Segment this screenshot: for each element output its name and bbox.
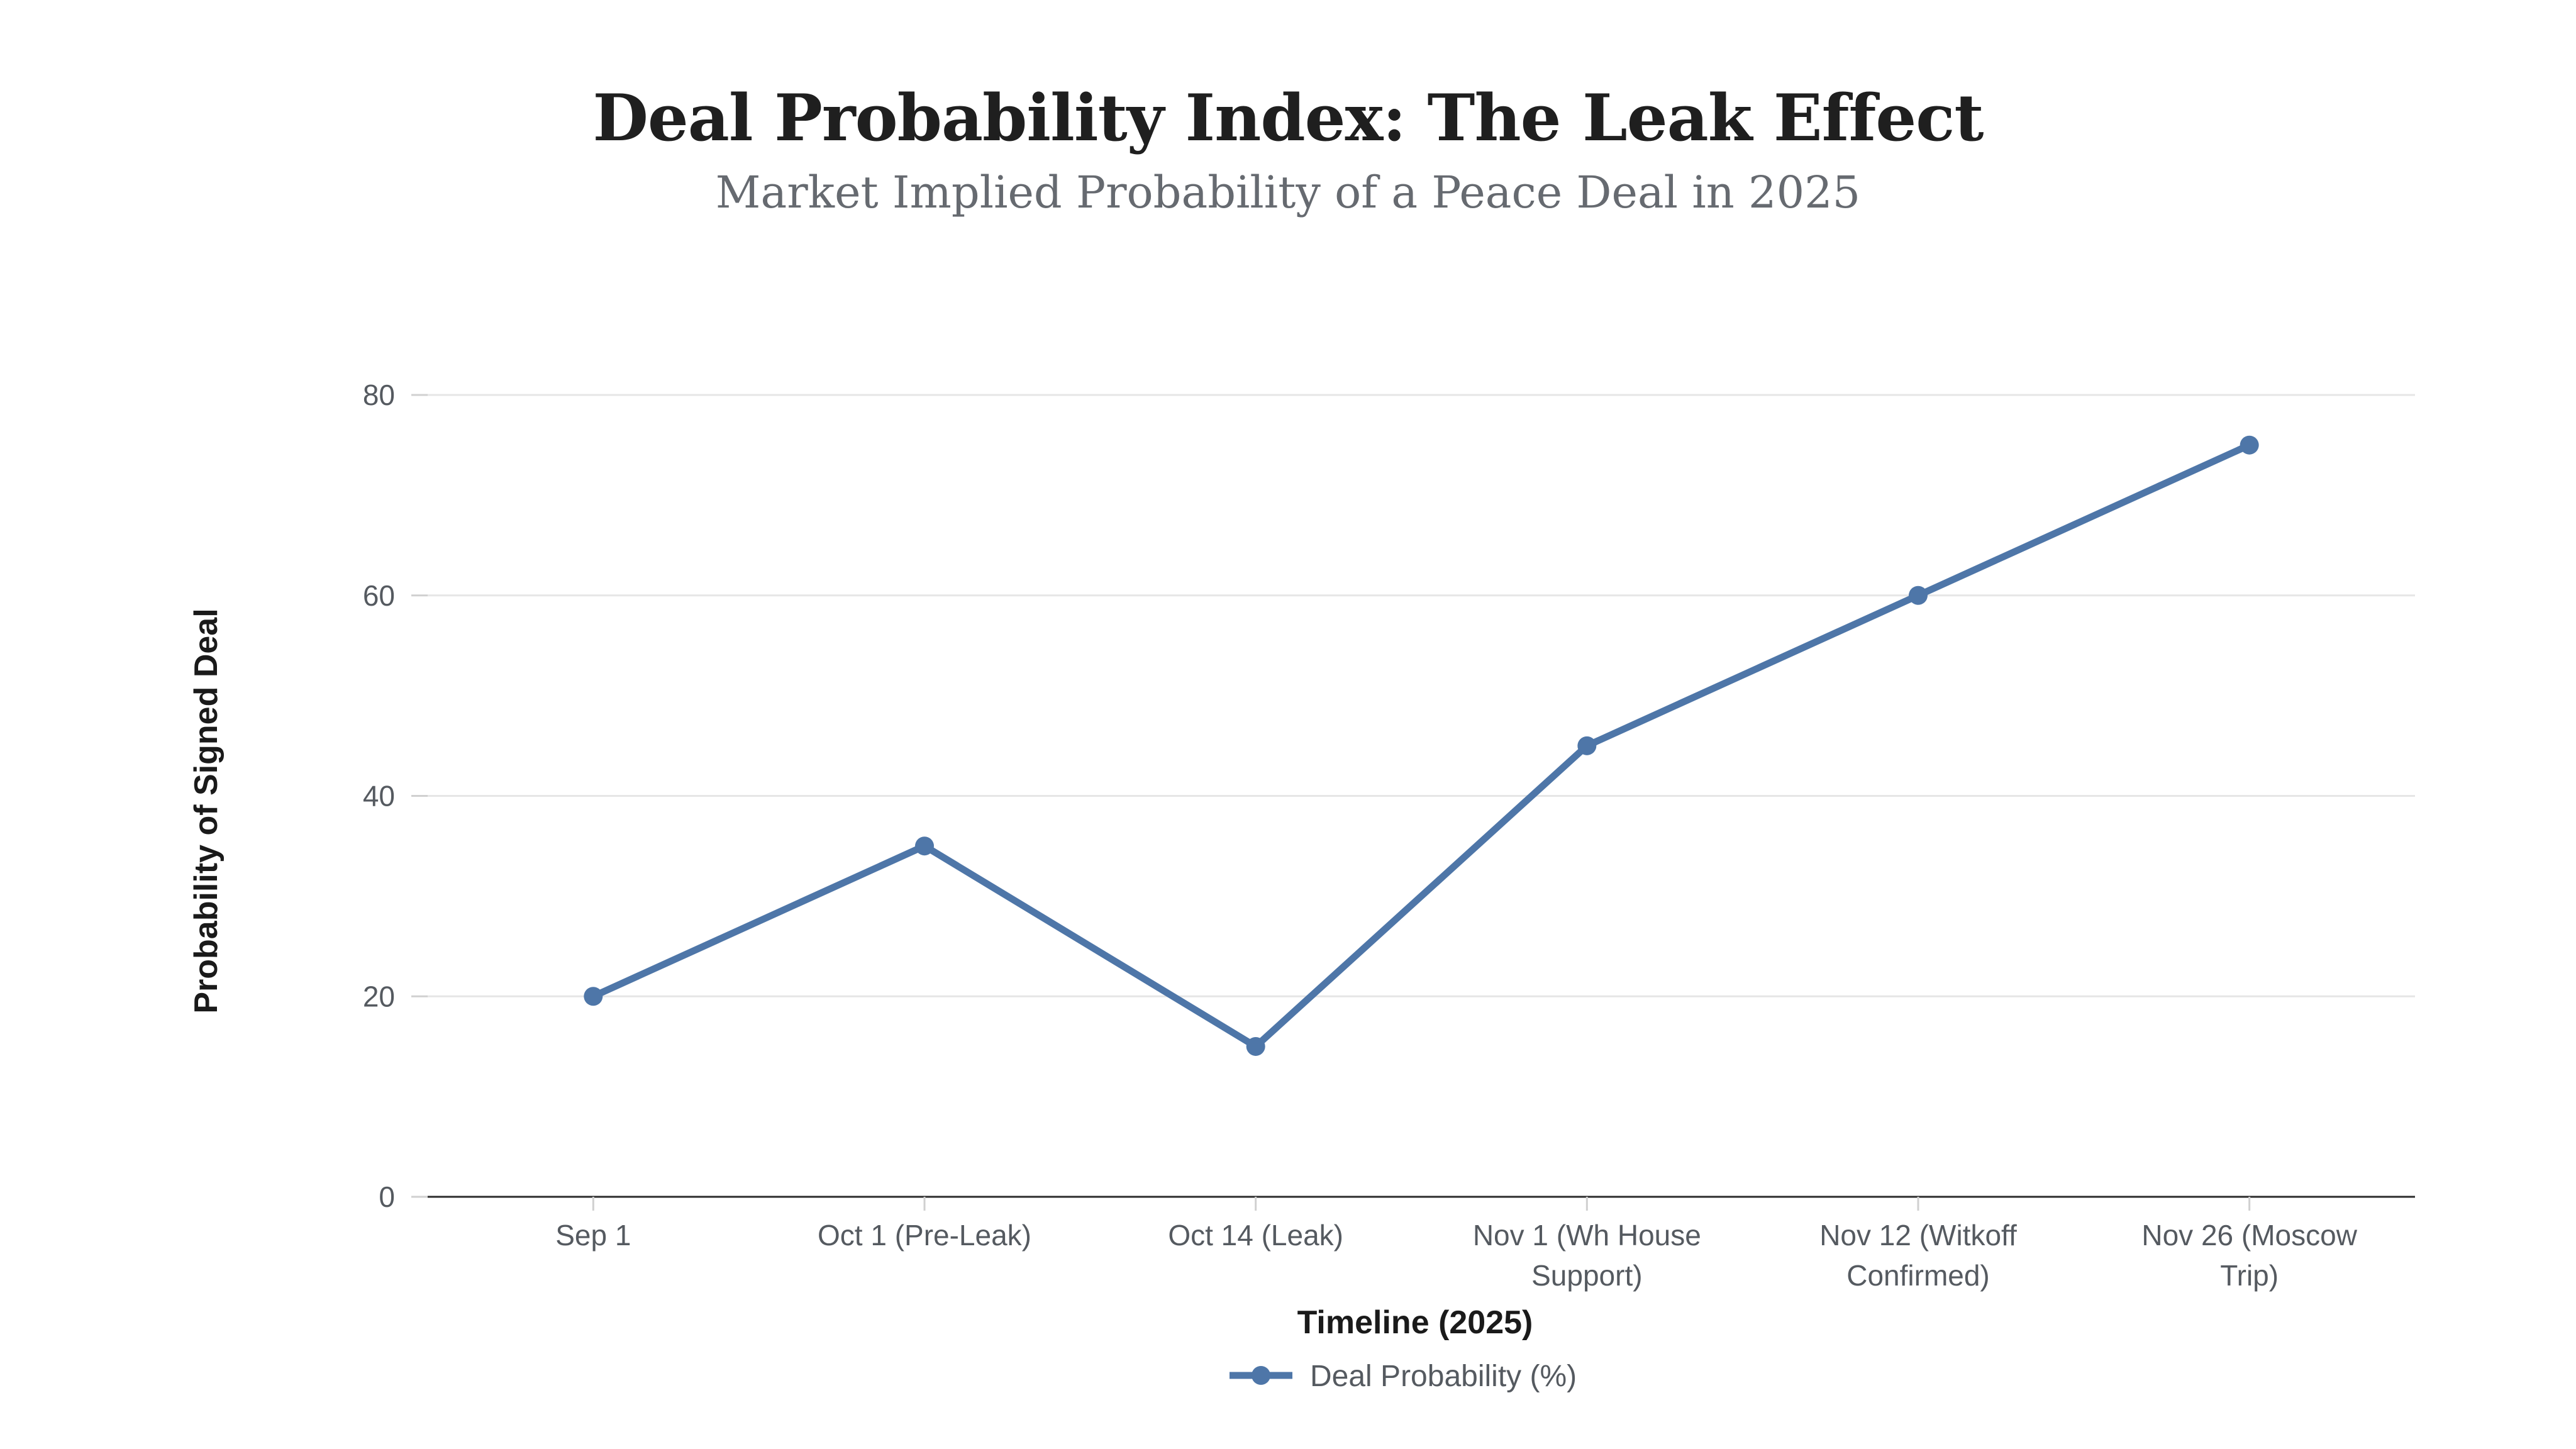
x-tick-label: Oct 14 (Leak) bbox=[1168, 1219, 1343, 1252]
chart-title: Deal Probability Index: The Leak Effect bbox=[592, 80, 1984, 156]
series-line bbox=[589, 441, 2253, 1050]
chart-subtitle: Market Implied Probability of a Peace De… bbox=[715, 167, 1861, 218]
x-tick-label: Nov 12 (Witkoff bbox=[1819, 1219, 2017, 1252]
y-tick-label: 20 bbox=[363, 980, 395, 1013]
data-point bbox=[1577, 736, 1597, 755]
gridlines bbox=[428, 394, 2415, 997]
data-point bbox=[1246, 1036, 1265, 1056]
x-axis-title: Timeline (2025) bbox=[1297, 1304, 1533, 1341]
x-tick-label: Nov 26 (Moscow bbox=[2141, 1219, 2357, 1252]
data-point bbox=[1909, 586, 1928, 605]
data-point bbox=[2240, 435, 2259, 455]
x-tick-label: Nov 1 (Wh House bbox=[1473, 1219, 1701, 1252]
legend-swatch-marker bbox=[1252, 1366, 1270, 1385]
y-axis-title: Probability of Signed Deal bbox=[188, 608, 225, 1013]
x-axis-ticks: Sep 1 Oct 1 (Pre-Leak) Oct 14 (Leak) Nov 1 … bbox=[555, 1197, 2358, 1292]
legend-label: Deal Probability (%) bbox=[1310, 1360, 1577, 1393]
series-deal-probability bbox=[584, 435, 2259, 1056]
y-tick-label: 80 bbox=[363, 379, 395, 411]
x-tick-label: Trip) bbox=[2220, 1259, 2279, 1292]
x-tick-label: Oct 1 (Pre-Leak) bbox=[818, 1219, 1031, 1252]
data-point bbox=[915, 836, 934, 856]
y-tick-label: 60 bbox=[363, 579, 395, 612]
x-tick-label: Sep 1 bbox=[555, 1219, 631, 1252]
y-axis-ticks: 0 20 40 60 80 bbox=[363, 379, 428, 1213]
x-tick-label: Support) bbox=[1531, 1259, 1642, 1292]
x-tick-label: Confirmed) bbox=[1846, 1259, 1990, 1292]
legend: Deal Probability (%) bbox=[1230, 1360, 1577, 1393]
y-tick-label: 0 bbox=[379, 1180, 395, 1213]
data-point bbox=[584, 987, 603, 1006]
y-tick-label: 40 bbox=[363, 780, 395, 813]
